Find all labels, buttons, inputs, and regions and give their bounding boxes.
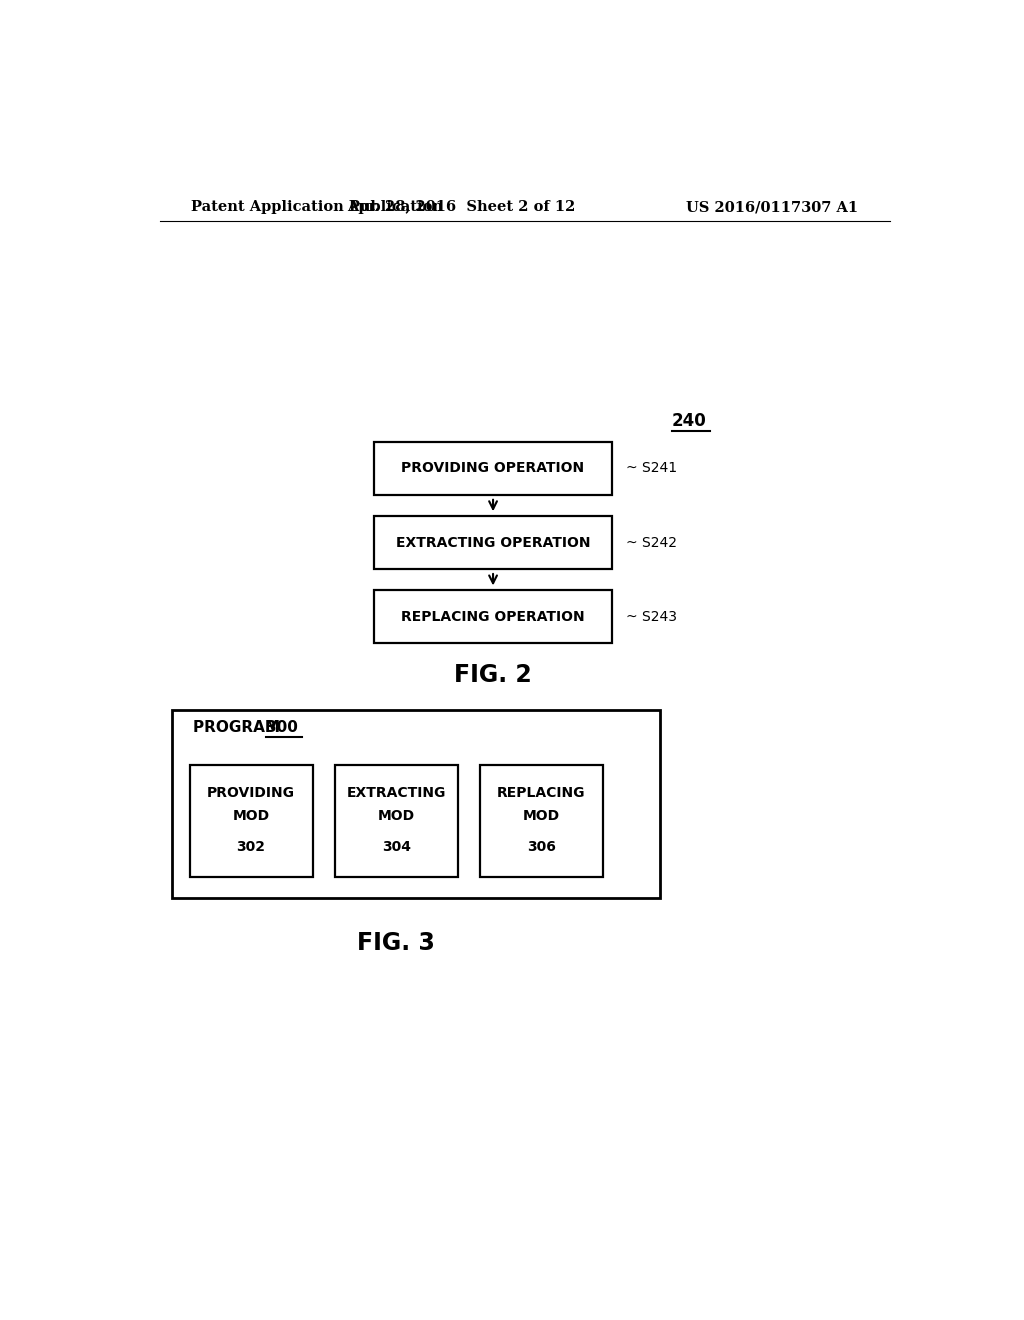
Bar: [335, 766, 458, 876]
Text: 240: 240: [672, 412, 707, 429]
Text: REPLACING OPERATION: REPLACING OPERATION: [401, 610, 585, 624]
Text: FIG. 3: FIG. 3: [357, 931, 435, 956]
Bar: [172, 710, 659, 899]
Text: Patent Application Publication: Patent Application Publication: [191, 201, 443, 214]
Text: 304: 304: [382, 840, 411, 854]
Text: REPLACING: REPLACING: [498, 785, 586, 800]
Text: MOD: MOD: [523, 809, 560, 822]
Bar: [480, 766, 603, 876]
Text: 302: 302: [237, 840, 265, 854]
Bar: [374, 516, 612, 569]
Text: ~ S241: ~ S241: [627, 462, 678, 475]
Text: ~ S242: ~ S242: [627, 536, 678, 549]
Text: PROVIDING: PROVIDING: [207, 785, 295, 800]
Bar: [374, 442, 612, 495]
Text: EXTRACTING OPERATION: EXTRACTING OPERATION: [396, 536, 590, 549]
Text: ~ S243: ~ S243: [627, 610, 678, 624]
Text: Apr. 28, 2016  Sheet 2 of 12: Apr. 28, 2016 Sheet 2 of 12: [347, 201, 575, 214]
Text: 300: 300: [266, 721, 298, 735]
Text: 306: 306: [527, 840, 556, 854]
Text: PROVIDING OPERATION: PROVIDING OPERATION: [401, 462, 585, 475]
Text: US 2016/0117307 A1: US 2016/0117307 A1: [686, 201, 858, 214]
Text: PROGRAM: PROGRAM: [194, 721, 291, 735]
Text: FIG. 2: FIG. 2: [455, 663, 531, 686]
Text: MOD: MOD: [378, 809, 415, 822]
Text: EXTRACTING: EXTRACTING: [346, 785, 445, 800]
Bar: [189, 766, 312, 876]
Text: MOD: MOD: [232, 809, 269, 822]
Bar: [374, 590, 612, 643]
